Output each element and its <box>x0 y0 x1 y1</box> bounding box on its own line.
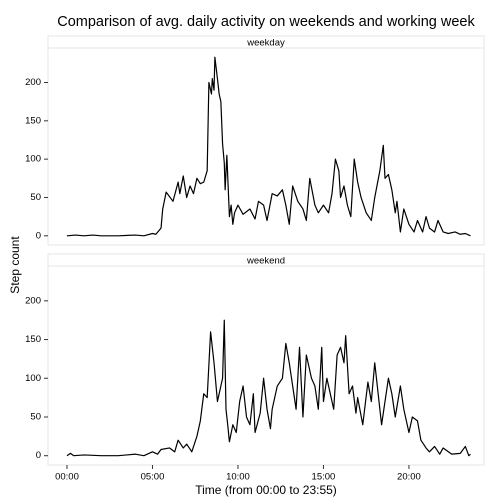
y-tick-label: 150 <box>25 115 41 126</box>
y-tick-label: 50 <box>30 192 41 203</box>
strip-label: weekend <box>246 256 285 267</box>
y-tick-label: 50 <box>30 412 41 423</box>
y-tick-label: 100 <box>25 154 41 165</box>
chart-title: Comparison of avg. daily activity on wee… <box>57 14 475 30</box>
x-tick-label: 20:00 <box>397 472 421 483</box>
panel <box>47 47 485 246</box>
x-tick-label: 15:00 <box>312 472 336 483</box>
x-tick-label: 00:00 <box>55 472 79 483</box>
line <box>66 56 471 237</box>
panel <box>47 265 485 466</box>
strip-label: weekday <box>246 38 285 49</box>
x-tick-label: 10:00 <box>226 472 250 483</box>
y-tick-label: 150 <box>25 334 41 345</box>
y-tick-label: 0 <box>36 230 41 241</box>
x-tick-label: 05:00 <box>141 472 165 483</box>
x-axis-label: Time (from 00:00 to 23:55) <box>195 483 337 497</box>
y-tick-label: 200 <box>25 77 41 88</box>
y-tick-label: 0 <box>36 450 41 461</box>
y-axis-label: Step count <box>8 236 22 294</box>
y-tick-label: 100 <box>25 373 41 384</box>
y-tick-label: 200 <box>25 295 41 306</box>
line <box>66 319 471 457</box>
